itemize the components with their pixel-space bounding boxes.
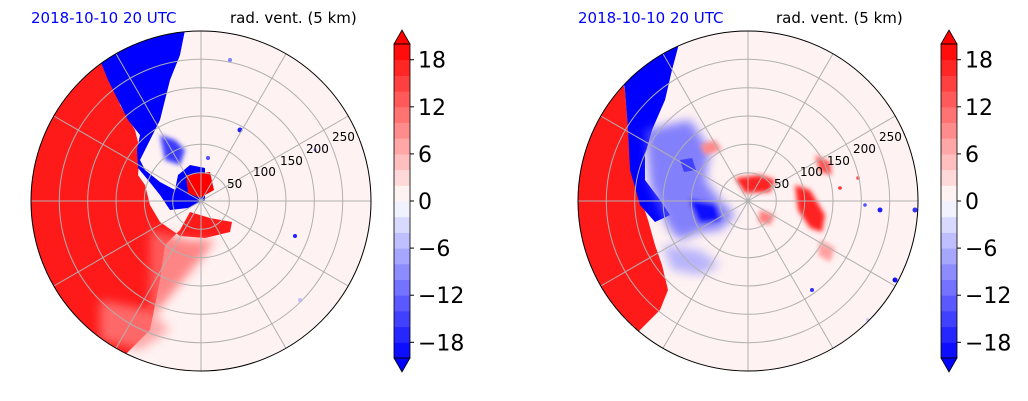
right-colorbar-level bbox=[941, 279, 957, 296]
right-colorbar-level bbox=[941, 310, 957, 328]
right-colorbar-level bbox=[941, 122, 957, 139]
right-colorbar-level bbox=[941, 59, 957, 76]
right-polar-grid bbox=[577, 30, 919, 372]
left-radial-labels: 50 100 150 200 250 bbox=[227, 130, 355, 191]
right-title-variable: rad. vent. (5 km) bbox=[776, 9, 903, 27]
right-colorbar-tick-label: −6 bbox=[965, 237, 997, 262]
right-colorbar-level bbox=[941, 91, 957, 108]
left-colorbar-tick-label: 12 bbox=[418, 96, 446, 121]
left-colorbar-level bbox=[394, 44, 410, 61]
right-radial-label-200: 200 bbox=[853, 142, 876, 156]
right-colorbar-tick-label: 0 bbox=[965, 190, 979, 215]
right-colorbar-level bbox=[941, 232, 957, 249]
right-colorbar-extend-min bbox=[940, 357, 958, 373]
right-radial-labels: 50 100 150 200 250 bbox=[774, 130, 902, 191]
left-title-variable: rad. vent. (5 km) bbox=[230, 9, 357, 27]
right-colorbar-level bbox=[941, 216, 957, 233]
right-colorbar-level bbox=[941, 185, 957, 202]
right-colorbar-level bbox=[941, 138, 957, 155]
right-colorbar-level bbox=[941, 44, 957, 61]
left-colorbar-tick-label: 6 bbox=[418, 143, 432, 168]
left-colorbar-level bbox=[394, 91, 410, 108]
left-colorbar-level bbox=[394, 106, 410, 123]
left-colorbar-level bbox=[394, 295, 410, 312]
left-colorbar-tick-label: −6 bbox=[418, 237, 450, 262]
right-colorbar-tick-label: −12 bbox=[965, 284, 1011, 309]
right-colorbar-level bbox=[941, 75, 957, 92]
right-radial-label-250: 250 bbox=[879, 130, 902, 144]
right-colorbar-extend-max bbox=[940, 29, 958, 45]
left-colorbar-level bbox=[394, 326, 410, 343]
right-radial-label-50: 50 bbox=[774, 177, 789, 191]
left-colorbar-level bbox=[394, 122, 410, 139]
left-colorbar-tick-label: −12 bbox=[418, 284, 464, 309]
left-colorbar-level bbox=[394, 216, 410, 233]
left-colorbar-tick-label: −18 bbox=[418, 331, 464, 356]
right-colorbar-tick-label: −18 bbox=[965, 331, 1011, 356]
right-colorbar: −18 −12 −6 0 6 12 18 bbox=[940, 29, 1011, 373]
right-radial-label-150: 150 bbox=[827, 154, 850, 168]
left-colorbar-level bbox=[394, 169, 410, 186]
left-colorbar-level bbox=[394, 232, 410, 249]
left-colorbar-tick-label: 0 bbox=[418, 190, 432, 215]
left-colorbar: −18 −12 −6 0 6 12 18 bbox=[393, 29, 464, 373]
left-radial-label-150: 150 bbox=[280, 154, 303, 168]
left-radial-label-200: 200 bbox=[306, 142, 329, 156]
left-title-date: 2018-10-10 20 UTC bbox=[31, 9, 177, 27]
right-colorbar-level bbox=[941, 169, 957, 186]
left-colorbar-level bbox=[394, 138, 410, 155]
right-colorbar-level bbox=[941, 106, 957, 123]
left-panel: 2018-10-10 20 UTC rad. vent. (5 km) bbox=[30, 9, 372, 372]
right-colorbar-level bbox=[941, 342, 957, 359]
right-colorbar-level bbox=[941, 201, 957, 218]
left-colorbar-extend-min bbox=[393, 357, 411, 373]
right-title-date: 2018-10-10 20 UTC bbox=[578, 9, 724, 27]
right-colorbar-level bbox=[941, 153, 957, 171]
right-colorbar-tick-label: 18 bbox=[965, 49, 993, 74]
right-colorbar-level bbox=[941, 326, 957, 343]
left-colorbar-level bbox=[394, 263, 410, 280]
right-colorbar-level bbox=[941, 248, 957, 265]
right-colorbar-tick-label: 6 bbox=[965, 143, 979, 168]
left-polar-grid bbox=[30, 30, 372, 372]
left-colorbar-level bbox=[394, 248, 410, 265]
right-colorbar-level bbox=[941, 295, 957, 312]
left-colorbar-level bbox=[394, 185, 410, 202]
right-panel: 2018-10-10 20 UTC rad. vent. (5 km) bbox=[577, 9, 919, 372]
left-colorbar-level bbox=[394, 153, 410, 171]
left-radial-label-100: 100 bbox=[253, 165, 276, 179]
left-radial-label-250: 250 bbox=[332, 130, 355, 144]
left-colorbar-tick-label: 18 bbox=[418, 49, 446, 74]
left-colorbar-level bbox=[394, 310, 410, 328]
left-colorbar-level bbox=[394, 342, 410, 359]
left-colorbar-level bbox=[394, 201, 410, 218]
left-colorbar-level bbox=[394, 279, 410, 296]
left-colorbar-level bbox=[394, 75, 410, 92]
left-colorbar-level bbox=[394, 59, 410, 76]
left-colorbar-extend-max bbox=[393, 29, 411, 45]
right-colorbar-level bbox=[941, 263, 957, 280]
right-colorbar-tick-label: 12 bbox=[965, 96, 993, 121]
right-radial-label-100: 100 bbox=[800, 165, 823, 179]
left-radial-label-50: 50 bbox=[227, 177, 242, 191]
